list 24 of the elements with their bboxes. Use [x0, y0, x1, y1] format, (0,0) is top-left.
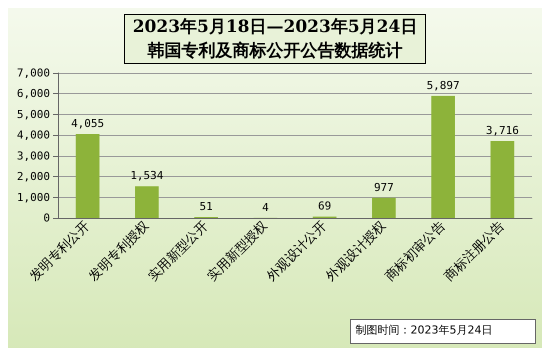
bar [76, 134, 100, 218]
y-tick-label: 7,000 [16, 66, 50, 80]
data-label: 977 [374, 180, 394, 194]
data-label: 5,897 [426, 78, 460, 92]
y-tick-label: 6,000 [16, 87, 50, 100]
y-tick-label: 4,000 [16, 128, 50, 142]
chart-subtitle: 韩国专利及商标公开公告数据统计 [146, 41, 402, 61]
text: 制图时间：2023年5月24日 [356, 324, 492, 336]
data-label: 3,716 [486, 124, 519, 138]
y-tick-label: 5,000 [16, 108, 50, 121]
data-label: 4 [262, 200, 270, 214]
y-tick-label: 0 [43, 212, 50, 224]
data-label: 69 [318, 200, 332, 213]
bar [431, 96, 455, 218]
bar [135, 186, 159, 218]
y-tick-label: 2,000 [16, 170, 50, 184]
y-tick-label: 1,000 [16, 190, 50, 204]
bar [372, 198, 396, 218]
bar [490, 141, 514, 218]
data-label: 4,055 [71, 117, 104, 130]
data-label: 51 [200, 200, 213, 213]
y-tick-label: 3,000 [16, 149, 50, 162]
chart-title: 2023年5月18日—2023年5月24日 [132, 17, 418, 37]
data-label: 1,534 [130, 169, 164, 182]
